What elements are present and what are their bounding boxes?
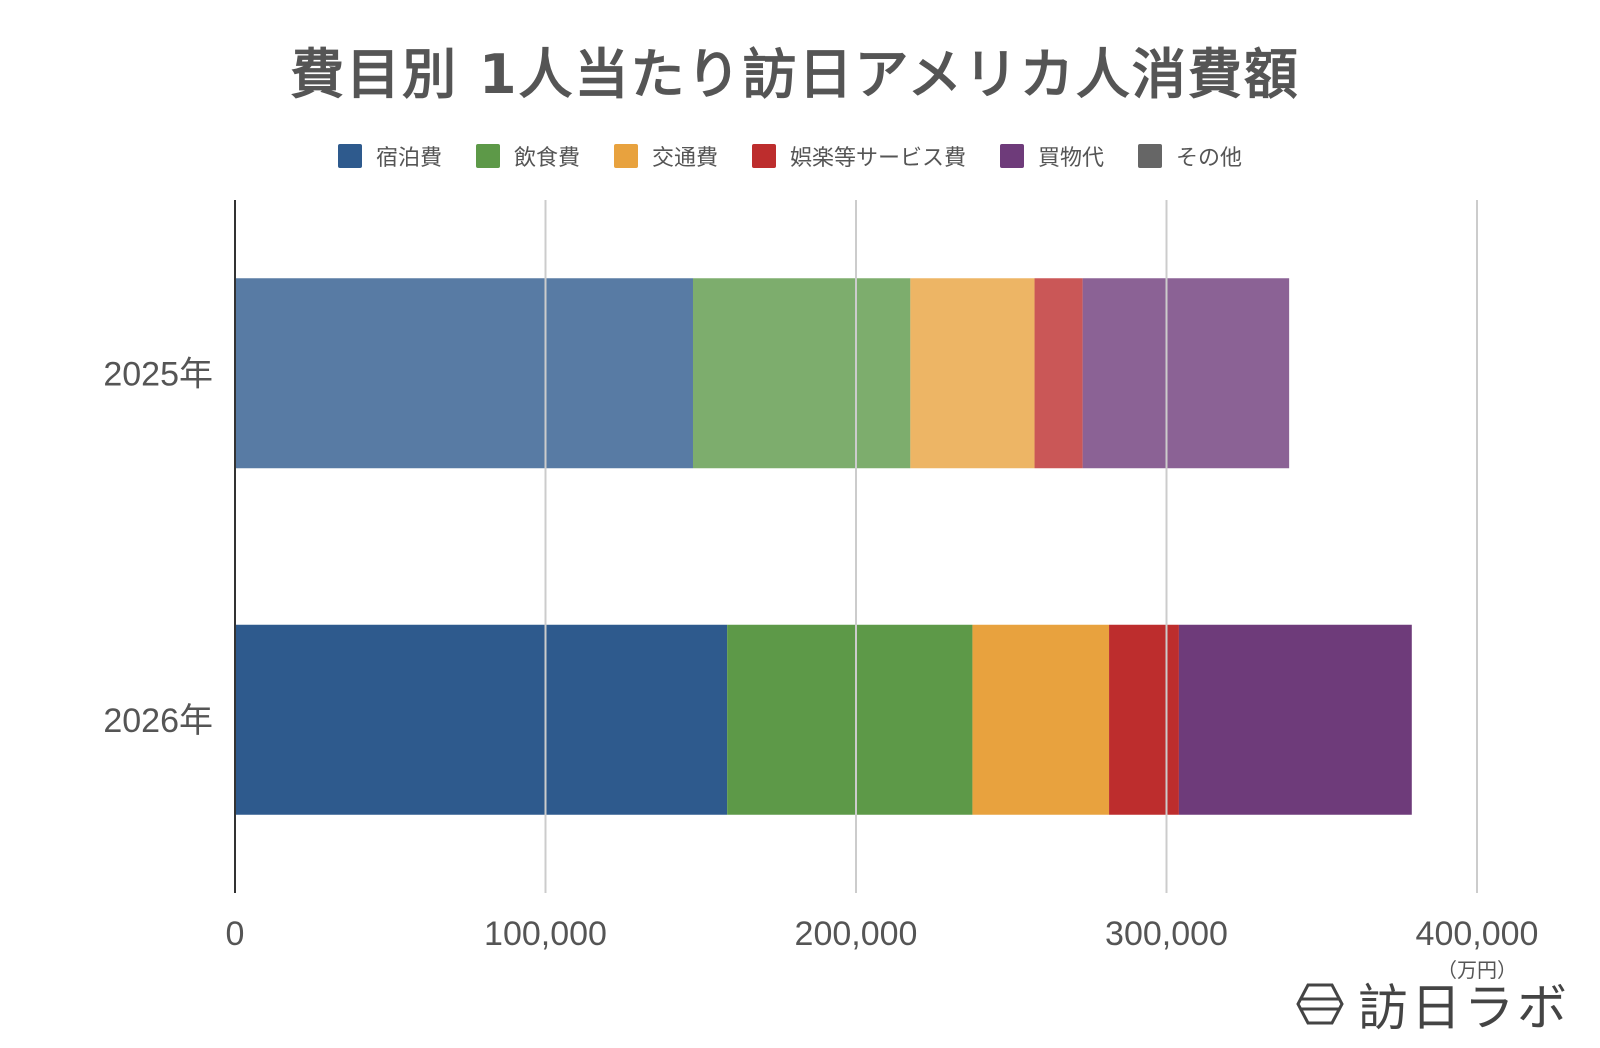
legend-label: 宿泊費	[375, 146, 442, 171]
legend-swatch	[475, 144, 500, 168]
x-axis-unit-label: （万円）	[1437, 958, 1517, 982]
bar-segment	[1178, 624, 1412, 815]
brand-logo-text: 訪日ラボ	[1358, 979, 1570, 1037]
x-tick-label: 300,000	[1105, 915, 1228, 953]
bar-segment	[1034, 278, 1083, 469]
x-tick-label: 0	[226, 915, 245, 953]
chart-legend: 宿泊費 飲食費 交通費 娯楽等サービス費 買物代 その他	[0, 140, 1580, 172]
legend-swatch	[1000, 144, 1025, 168]
legend-label: 交通費	[651, 146, 718, 171]
x-tick-label: 200,000	[795, 915, 918, 953]
legend-item: 買物代	[1000, 140, 1104, 172]
hexagon-logo-icon	[1296, 983, 1344, 1025]
bar-segment	[692, 278, 911, 469]
legend-item: 飲食費	[475, 140, 580, 172]
bar-segment	[910, 278, 1035, 469]
legend-label: 飲食費	[513, 146, 580, 171]
legend-label: 買物代	[1038, 146, 1105, 171]
legend-item: 娯楽等サービス費	[752, 140, 966, 172]
bar-segment	[235, 278, 693, 469]
legend-item: 交通費	[613, 140, 718, 172]
bar-segment	[727, 624, 973, 815]
legend-item: 宿泊費	[337, 140, 442, 172]
chart-title: 費目別 1人当たり訪日アメリカ人消費額	[290, 43, 1300, 106]
y-tick-label: 2026年	[103, 702, 213, 740]
y-tick-label: 2025年	[103, 355, 213, 393]
brand-logo: 訪日ラボ	[1296, 968, 1570, 1040]
bar-segment	[972, 624, 1110, 815]
legend-swatch	[1138, 144, 1163, 168]
legend-swatch	[613, 144, 638, 168]
x-tick-label: 400,000	[1416, 915, 1539, 953]
bar-segment	[235, 624, 728, 815]
legend-swatch	[752, 144, 776, 168]
bar-segment	[1109, 624, 1179, 815]
bar-segment	[1082, 278, 1290, 469]
legend-label: 娯楽等サービス費	[790, 146, 967, 171]
legend-swatch	[337, 144, 362, 168]
legend-item: その他	[1138, 140, 1242, 172]
x-tick-label: 100,000	[484, 915, 607, 953]
legend-label: その他	[1176, 146, 1243, 171]
